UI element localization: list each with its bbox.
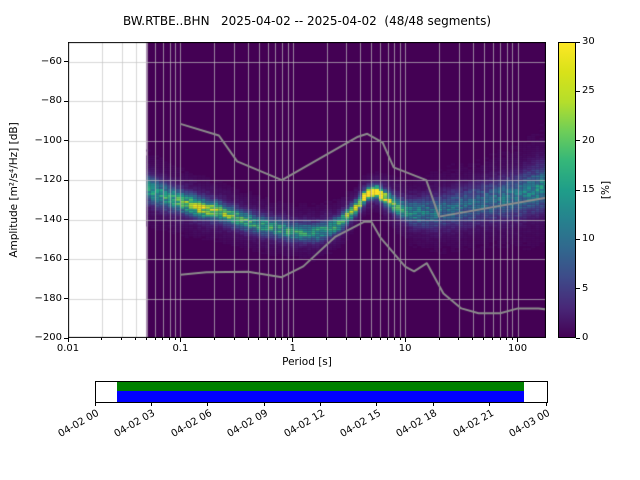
colorbar-tick-label: 15	[582, 184, 595, 195]
colorbar-tick-mark	[576, 288, 580, 290]
y-tick-mark	[64, 100, 68, 102]
x-tick-label: 0.01	[56, 343, 80, 354]
x-tick-label: 100	[508, 343, 528, 354]
y-tick-label: −160	[34, 253, 62, 265]
timeline-tick-label: 04-03 00	[507, 407, 552, 440]
timeline-tick-label: 04-02 15	[338, 407, 383, 440]
timeline-tick-mark	[150, 403, 152, 406]
x-minor-tick-mark	[499, 338, 501, 340]
x-minor-tick-mark	[511, 338, 513, 340]
x-minor-tick-mark	[438, 338, 440, 340]
x-tick-label: 10	[398, 343, 412, 354]
y-tick-label: −200	[34, 332, 62, 343]
timeline-tick-label: 04-02 21	[451, 407, 496, 440]
y-tick-mark	[64, 337, 68, 339]
x-minor-tick-mark	[247, 338, 249, 340]
x-tick-mark	[517, 338, 519, 342]
timeline-tick-mark	[376, 403, 378, 406]
x-minor-tick-mark	[101, 338, 103, 340]
x-minor-tick-mark	[281, 338, 283, 340]
x-minor-tick-mark	[274, 338, 276, 340]
x-tick-mark	[179, 338, 181, 342]
timeline-tick-label: 04-02 12	[282, 407, 327, 440]
colorbar-tick-mark	[576, 238, 580, 240]
timeline-tick-mark	[207, 403, 209, 406]
x-minor-tick-mark	[174, 338, 176, 340]
x-minor-tick-mark	[458, 338, 460, 340]
timeline-tick-mark	[545, 403, 547, 406]
x-minor-tick-mark	[326, 338, 328, 340]
x-minor-tick-mark	[387, 338, 389, 340]
x-minor-tick-mark	[213, 338, 215, 340]
y-tick-label: −100	[34, 134, 62, 146]
timeline-tick-label: 04-02 03	[112, 407, 158, 440]
timeline-coverage-bar	[95, 381, 548, 403]
y-tick-label: −60	[40, 55, 62, 67]
x-tick-mark	[292, 338, 294, 342]
x-minor-tick-mark	[146, 338, 148, 340]
colorbar-tick-label: 5	[582, 282, 589, 294]
x-minor-tick-mark	[472, 338, 474, 340]
y-tick-label: −140	[34, 213, 62, 225]
colorbar-tick-label: 0	[582, 332, 589, 343]
x-minor-tick-mark	[483, 338, 485, 340]
colorbar-tick-label: 10	[582, 233, 595, 245]
timeline-tick-mark	[263, 403, 265, 406]
x-minor-tick-mark	[393, 338, 395, 340]
y-tick-label: −120	[34, 174, 62, 186]
y-tick-mark	[64, 258, 68, 260]
timeline-tick-mark	[489, 403, 491, 406]
timeline-tick-label: 04-02 09	[225, 407, 271, 440]
colorbar-tick-label: 25	[582, 85, 595, 97]
timeline-tick-label: 04-02 06	[169, 407, 214, 440]
x-minor-tick-mark	[267, 338, 269, 340]
colorbar-tick-mark	[576, 337, 580, 339]
x-minor-tick-mark	[121, 338, 123, 340]
timeline-tick-mark	[94, 403, 96, 406]
y-tick-mark	[64, 219, 68, 221]
x-tick-label: 0.1	[172, 343, 189, 354]
colorbar-tick-mark	[576, 189, 580, 191]
timeline-coverage-green	[117, 382, 524, 391]
colorbar-tick-mark	[576, 90, 580, 92]
y-tick-mark	[64, 140, 68, 142]
timeline-coverage-blue	[117, 391, 524, 402]
x-minor-tick-mark	[492, 338, 494, 340]
colorbar-tick-label: 20	[582, 134, 595, 146]
x-minor-tick-mark	[359, 338, 361, 340]
x-minor-tick-mark	[154, 338, 156, 340]
timeline-tick-mark	[432, 403, 434, 406]
x-minor-tick-mark	[287, 338, 289, 340]
x-tick-mark	[67, 338, 69, 342]
x-tick-mark	[404, 338, 406, 342]
x-minor-tick-mark	[233, 338, 235, 340]
y-tick-label: −80	[40, 95, 62, 107]
x-axis-label: Period [s]	[282, 356, 332, 368]
x-tick-label: 1	[289, 343, 296, 354]
x-minor-tick-mark	[399, 338, 401, 340]
timeline-tick-label: 04-02 00	[56, 407, 101, 440]
x-minor-tick-mark	[135, 338, 137, 340]
y-tick-label: −180	[34, 292, 62, 304]
y-tick-mark	[64, 298, 68, 300]
x-minor-tick-mark	[379, 338, 381, 340]
x-minor-tick-mark	[370, 338, 372, 340]
y-tick-mark	[64, 61, 68, 63]
x-minor-tick-mark	[506, 338, 508, 340]
colorbar	[558, 42, 576, 338]
timeline-tick-mark	[320, 403, 321, 406]
x-minor-tick-mark	[162, 338, 164, 340]
y-tick-mark	[64, 179, 68, 181]
colorbar-tick-mark	[576, 41, 580, 43]
chart-title: BW.RTBE..BHN 2025-04-02 -- 2025-04-02 (4…	[122, 14, 492, 28]
x-minor-tick-mark	[345, 338, 347, 340]
colorbar-tick-mark	[576, 140, 580, 142]
timeline-tick-label: 04-02 18	[394, 407, 440, 440]
colorbar-tick-label: 30	[582, 36, 595, 47]
x-minor-tick-mark	[169, 338, 170, 340]
ppsd-heatmap-canvas	[68, 42, 546, 338]
x-minor-tick-mark	[258, 338, 260, 340]
